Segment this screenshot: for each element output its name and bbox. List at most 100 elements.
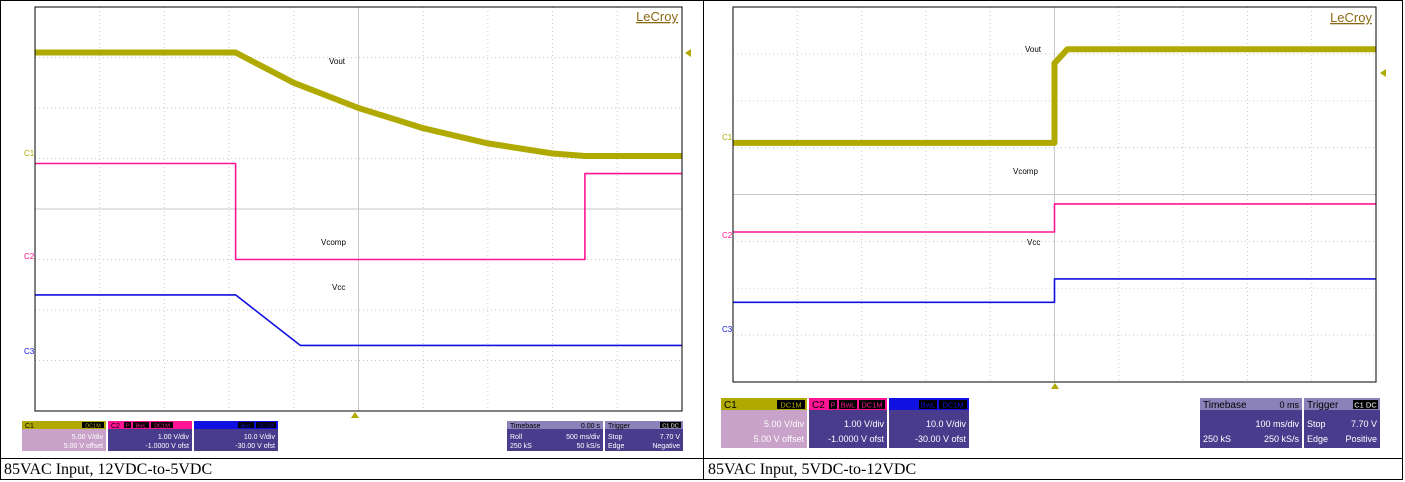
trigger-source: C1 DC [1354,401,1377,410]
sample-count: 250 kS [510,443,532,450]
channel-id: C2 [111,423,120,430]
coupling-badge: DC1M [942,401,963,410]
grid-frame [732,6,1377,383]
trigger-level-marker [1380,69,1386,77]
badge-bwl: BwL [136,424,147,430]
offset: 5.00 V offset [64,443,103,450]
coupling-badge: DC1M [861,401,882,410]
trigger-level: 7.70 V [1351,419,1377,429]
badge-bwl: BwL [841,401,856,410]
trigger-box[interactable]: Trigger C1 DC Stop 7.70 V Edge Negative [605,421,683,451]
trigger-slope: Positive [1345,434,1377,444]
coupling-badge: DC1M [85,424,101,430]
volts-per-div: 5.00 V/div [764,419,805,429]
sample-count: 250 kS [1203,434,1231,444]
channel-marker-c2: C2 [24,252,35,261]
channel-box-c1[interactable]: C1 DC1M 5.00 V/div 5.00 V offset [721,398,807,448]
traces [733,46,1376,304]
time-per-div: 500 ms/div [566,434,600,441]
trigger-time-marker [351,412,359,418]
table-horizontal-rule [0,458,1403,459]
volts-per-div: 10.0 V/div [244,434,276,441]
trace-label-vcomp: Vcomp [1013,167,1038,176]
coupling-badge: DC1M [780,401,801,410]
grid [35,7,682,411]
traces [35,49,682,347]
sample-rate: 50 kS/s [577,443,601,450]
trigger-level: 7.70 V [660,434,681,441]
timebase-label: Timebase [1203,400,1247,411]
table-vertical-rule [703,0,704,480]
channel-id: C1 [724,400,737,411]
trace-label-vcc: Vcc [332,283,345,292]
timebase-delay: 0 ms [1279,400,1299,410]
trigger-slope: Negative [652,443,680,450]
trace-label-vout: Vout [1025,45,1042,54]
trigger-box[interactable]: Trigger C1 DC Stop 7.70 V Edge Positive [1304,398,1380,448]
readout-bar: C1 DC1M 5.00 V/div 5.00 V offset C2 P Bw… [2,419,701,457]
channel-marker-c3: C3 [722,325,733,334]
trace-vcc [35,294,682,347]
channel-marker-c3: C3 [24,347,35,356]
channel-marker-c2: C2 [722,231,733,240]
channel-marker-c1: C1 [722,133,733,142]
trace-label-vcomp: Vcomp [321,238,346,247]
screen-background [2,2,701,457]
trigger-label: Trigger [1307,400,1339,411]
trigger-type: Edge [608,443,624,450]
trigger-source: C1 DC [662,424,679,430]
scope-screen-left: LeCroy Vout Vcomp Vcc C1 C2 C3 C1 DC1M 5… [2,2,701,457]
volts-per-div: 1.00 V/div [158,434,190,441]
volts-per-div: 1.00 V/div [844,419,885,429]
trace-vcomp [733,203,1376,233]
channel-box-c2[interactable]: C2 P BwL DC1M 1.00 V/div -1.0000 V ofst [809,398,887,448]
trigger-state: Stop [1307,419,1326,429]
scope-screen-right: LeCroy Vout Vcomp Vcc C1 C2 C3 C1 DC1M 5… [705,2,1402,457]
trigger-state: Stop [608,434,623,441]
readout-bar: C1 DC1M 5.00 V/div 5.00 V offset C2 P Bw… [705,395,1402,457]
trace-label-vout: Vout [329,57,346,66]
sample-rate: 250 kS/s [1264,434,1300,444]
offset: -1.0000 V ofst [145,443,189,450]
caption-right: 85VAC Input, 5VDC-to-12VDC [708,461,917,478]
trigger-type: Edge [1307,434,1328,444]
time-per-div: 100 ms/div [1255,419,1299,429]
volts-per-div: 5.00 V/div [72,434,104,441]
trigger-label: Trigger [608,423,631,430]
timebase-delay: 0.00 s [581,423,601,430]
timebase-mode: Roll [510,434,523,441]
grid [733,7,1376,382]
offset: 5.00 V offset [754,434,805,444]
grid-frame [34,6,683,412]
badge-bwl: BwL [921,401,936,410]
channel-id: C2 [812,400,825,411]
channel-box-c3[interactable]: BwL DC1M 10.0 V/div -30.00 V ofst [194,421,278,451]
channel-box-c2[interactable]: C2 P BwL DC1M 1.00 V/div -1.0000 V ofst [108,421,192,451]
offset: -1.0000 V ofst [828,434,885,444]
brand-logo: LeCroy [1330,10,1372,25]
coupling-badge: DC1M [258,424,274,430]
trace-vcomp [35,162,682,261]
channel-marker-c1: C1 [24,149,35,158]
timebase-box[interactable]: Timebase 0 ms 100 ms/div 250 kS 250 kS/s [1200,398,1302,448]
channel-id: C1 [25,423,34,430]
timebase-label: Timebase [510,423,541,430]
badge-bwl: BwL [241,424,252,430]
volts-per-div: 10.0 V/div [926,419,967,429]
coupling-badge: DC1M [154,424,170,430]
offset: -30.00 V ofst [235,443,275,450]
timebase-box[interactable]: Timebase 0.00 s Roll 500 ms/div 250 kS 5… [507,421,603,451]
channel-box-c1[interactable]: C1 DC1M 5.00 V/div 5.00 V offset [22,421,106,451]
brand-logo: LeCroy [636,9,678,24]
trigger-level-marker [685,49,691,57]
trace-vout [35,49,682,159]
caption-left: 85VAC Input, 12VDC-to-5VDC [4,461,213,478]
trace-label-vcc: Vcc [1027,238,1040,247]
badge-p: P [830,401,835,410]
trace-vcc [733,278,1376,304]
channel-box-c3[interactable]: BwL DC1M 10.0 V/div -30.00 V ofst [889,398,969,448]
badge-p: P [126,424,130,430]
offset: -30.00 V ofst [915,434,967,444]
trigger-time-marker [1051,383,1059,389]
